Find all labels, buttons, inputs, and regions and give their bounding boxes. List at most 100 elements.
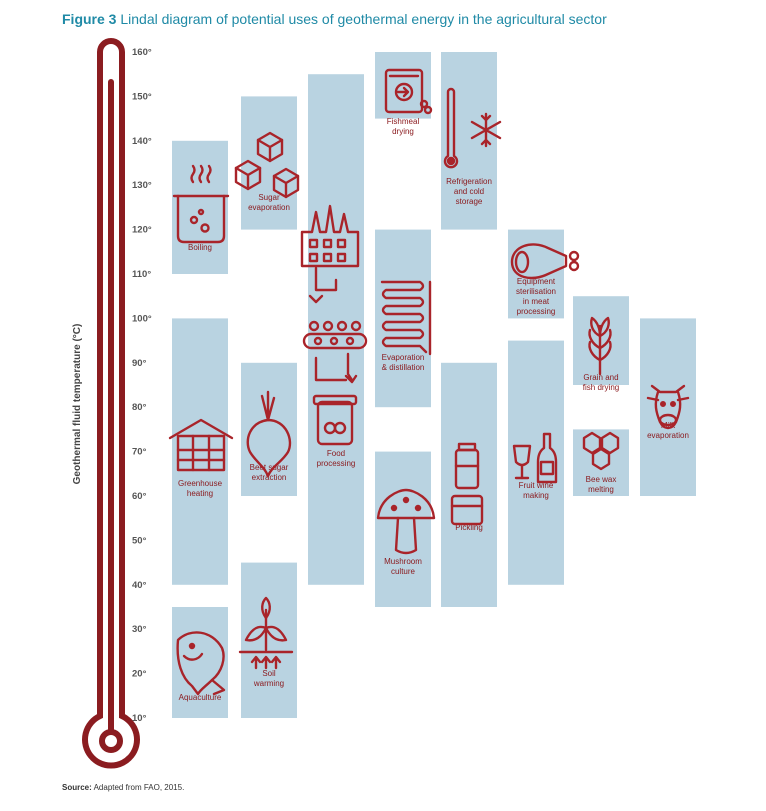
mushroom-culture-label-line: culture [391, 567, 416, 576]
fishmeal-drying-label-line: Fishmeal [387, 117, 420, 126]
aquaculture-box [172, 607, 228, 718]
boiling-box [172, 140, 228, 274]
wine-bottle-icon [512, 432, 558, 484]
pickling-label-line: Pickling [455, 523, 483, 532]
evaporation-distillation-label: Evaporation & distillation [382, 353, 425, 372]
beet-sugar-extraction-label-line: extraction [252, 473, 287, 482]
tick-label: 40° [132, 580, 147, 591]
soil-warming-label-line: Soil [262, 669, 276, 678]
aquaculture-label: Aquaculture [179, 693, 222, 702]
fish-icon [176, 631, 226, 696]
refrigeration-cold-storage-label-line: and cold [454, 187, 484, 196]
cow-icon [646, 384, 690, 430]
tick-label: 90° [132, 358, 147, 369]
use-labels: Aquaculture Greenhouse heating Boiling Soil w… [178, 117, 689, 702]
bee-wax-melting-label-line: Bee wax [586, 475, 617, 484]
tick-label: 70° [132, 447, 147, 458]
evaporation-distillation-box [375, 229, 431, 408]
tick-label: 100° [132, 313, 152, 324]
greenhouse-heating-label-line: heating [187, 489, 213, 498]
tick-label: 120° [132, 225, 152, 236]
mushroom-culture-box [375, 451, 431, 607]
sugar-cubes-icon [234, 131, 300, 199]
ham-icon [510, 243, 580, 280]
mushroom-culture-label-line: Mushroom [384, 557, 422, 566]
fruit-wine-making-label: Fruit wine making [519, 481, 554, 500]
tick-label: 50° [132, 535, 147, 546]
boiling-label: Boiling [188, 243, 212, 252]
pickling-label: Pickling [455, 523, 483, 532]
soil-warming-label: Soil warming [253, 669, 284, 688]
milk-evaporation-box [640, 318, 696, 496]
fishmeal-drying-label-line: drying [392, 127, 414, 136]
tick-label: 140° [132, 136, 152, 147]
wheat-icon [588, 316, 612, 376]
factory-icon [300, 204, 368, 446]
fruit-wine-making-label-line: making [523, 491, 549, 500]
refrigeration-cold-storage-label: Refrigeration and cold storage [446, 177, 492, 206]
beet-sugar-extraction-label-line: Beet sugar [250, 463, 289, 472]
figure-title-text: Lindal diagram of potential uses of geot… [120, 11, 607, 27]
temperature-ticks: 160° 150° 140° 130° 120° 110° 100° 90° 80° 70° 60°… [132, 47, 152, 724]
equipment-sterilisation-label-line: Equipment [517, 277, 556, 286]
sugar-evaporation-label-line: evaporation [248, 203, 290, 212]
equipment-sterilisation-label-line: processing [517, 307, 556, 316]
honeycomb-icon [582, 431, 620, 471]
fishmeal-drying-label: Fishmeal drying [387, 117, 420, 136]
tick-label: 150° [132, 91, 152, 102]
sprout-icon [238, 596, 294, 670]
soil-warming-label-line: warming [253, 679, 284, 688]
pickling-box [441, 362, 497, 607]
thermometer-icon [82, 38, 140, 769]
fruit-wine-making-label-line: Fruit wine [519, 481, 554, 490]
greenhouse-heating-label: Greenhouse heating [178, 479, 223, 498]
source-text: Adapted from FAO, 2015. [93, 783, 185, 792]
tick-label: 110° [132, 269, 151, 280]
equipment-sterilisation-label-line: in meat [523, 297, 550, 306]
beet-icon [246, 390, 292, 478]
mushroom-culture-label: Mushroom culture [384, 557, 422, 576]
milk-evaporation-label-line: evaporation [647, 431, 689, 440]
axis-title: Geothermal fluid temperature (°C) [72, 324, 83, 485]
figure-title: Figure 3 Lindal diagram of potential use… [62, 11, 607, 27]
source-label: Source: [62, 783, 92, 792]
food-processing-label-line: Food [327, 449, 345, 458]
bee-wax-melting-label: Bee wax melting [586, 475, 617, 494]
refrigeration-cold-storage-label-line: Refrigeration [446, 177, 492, 186]
grain-fish-drying-label-line: fish drying [583, 383, 619, 392]
equipment-sterilisation-label-line: sterilisation [516, 287, 556, 296]
tick-label: 80° [132, 402, 147, 413]
mushroom-icon [376, 488, 436, 555]
fishmeal-bag-icon [384, 68, 433, 115]
tick-label: 30° [132, 624, 147, 635]
sugar-evaporation-label-line: Sugar [258, 193, 280, 202]
equipment-sterilisation-label: Equipment sterilisation in meat processing [516, 277, 556, 316]
aquaculture-label-line: Aquaculture [179, 693, 222, 702]
boiling-pot-icon [172, 164, 230, 244]
coil-icon [380, 280, 432, 356]
greenhouse-heating-label-line: Greenhouse [178, 479, 223, 488]
source-note: Source: Adapted from FAO, 2015. [62, 783, 184, 792]
bee-wax-melting-label-line: melting [588, 485, 614, 494]
grain-fish-drying-label: Grain and fish drying [583, 373, 619, 392]
tick-label: 20° [132, 669, 147, 680]
pickle-jar-icon [450, 442, 484, 526]
thermometer-snowflake-icon [443, 87, 502, 169]
food-processing-label: Food processing [317, 449, 356, 468]
tick-label: 130° [132, 180, 152, 191]
food-processing-label-line: processing [317, 459, 356, 468]
boiling-label-line: Boiling [188, 243, 212, 252]
grain-fish-drying-label-line: Grain and [583, 373, 618, 382]
tick-label: 60° [132, 491, 147, 502]
greenhouse-icon [168, 418, 234, 472]
refrigeration-cold-storage-label-line: storage [456, 197, 483, 206]
sugar-evaporation-label: Sugar evaporation [248, 193, 290, 212]
evaporation-distillation-label-line: & distillation [382, 363, 425, 372]
figure-number: Figure 3 [62, 11, 117, 27]
beet-sugar-extraction-label: Beet sugar extraction [250, 463, 289, 482]
greenhouse-heating-box [172, 318, 228, 585]
evaporation-distillation-label-line: Evaporation [382, 353, 425, 362]
tick-label: 160° [132, 47, 152, 58]
tick-label: 10° [132, 713, 147, 724]
